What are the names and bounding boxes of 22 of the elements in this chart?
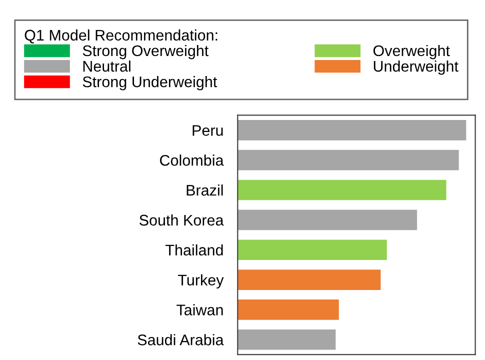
legend-title: Q1 Model Recommendation: (24, 29, 218, 44)
y-tick-label: Colombia (160, 154, 224, 166)
y-tick-label: South Korea (140, 214, 224, 226)
y-tick-label: Thailand (166, 244, 223, 256)
bar (238, 300, 339, 320)
legend-label: Underweight (374, 60, 458, 75)
y-tick-label: Brazil (186, 184, 223, 196)
bar (238, 120, 466, 140)
bar (238, 180, 446, 200)
legend-label: Overweight (373, 44, 450, 60)
y-tick-label: Saudi Arabia (138, 334, 224, 346)
bar (238, 210, 418, 230)
bar (238, 329, 336, 350)
y-tick-label: Peru (192, 125, 223, 136)
y-tick-label: Taiwan (176, 304, 223, 316)
bar (238, 150, 459, 170)
legend-label: Strong Overweight (82, 44, 209, 60)
legend-label: Strong Underweight (82, 76, 218, 90)
y-tick-label: Turkey (178, 274, 224, 288)
bar (238, 240, 387, 260)
bar (238, 270, 381, 290)
legend-label: Neutral (83, 60, 130, 72)
